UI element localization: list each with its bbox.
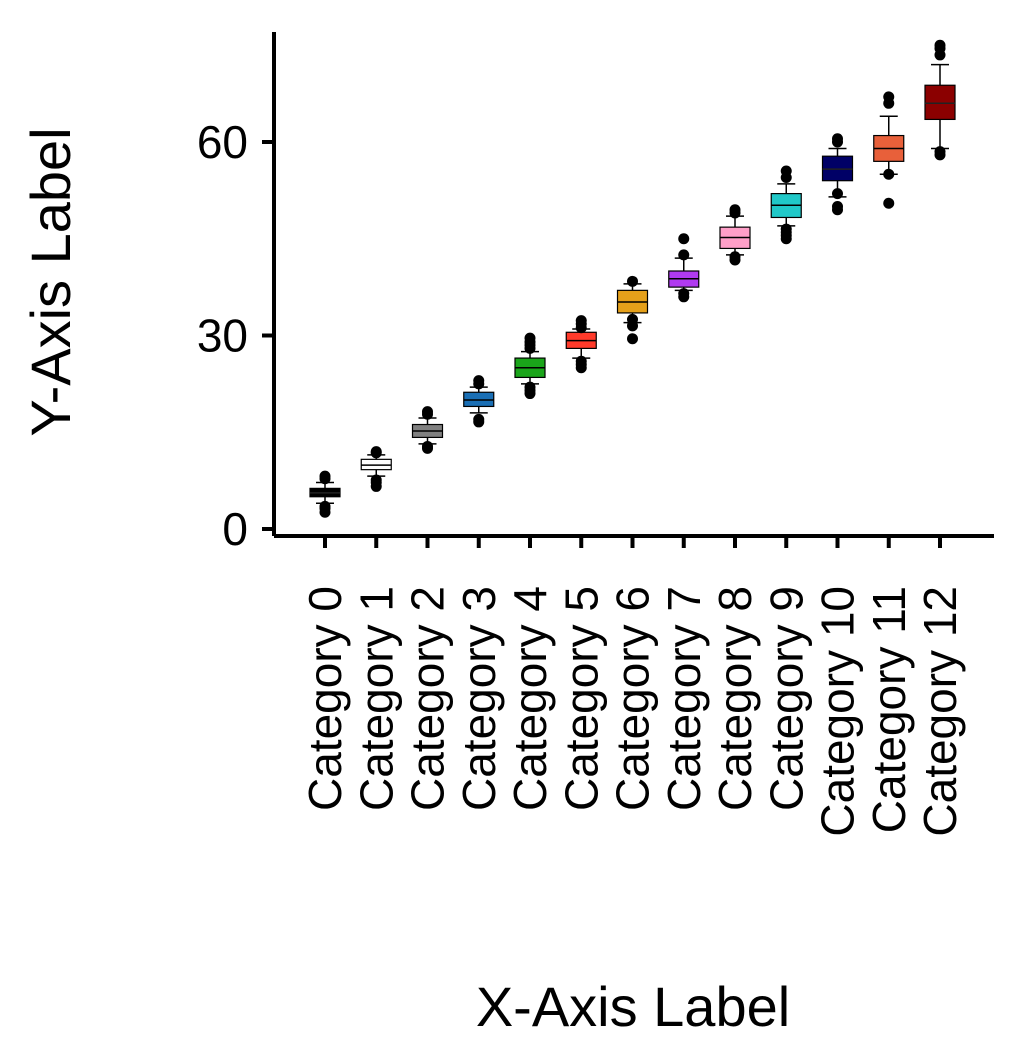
box-group xyxy=(873,91,905,209)
outlier-point xyxy=(883,197,895,209)
box-group xyxy=(514,332,546,400)
outlier-point xyxy=(678,249,690,261)
x-tick-label: Category 11 xyxy=(863,586,915,833)
boxes xyxy=(309,39,956,518)
x-tick-label: Category 6 xyxy=(607,586,659,811)
outlier-point xyxy=(575,315,587,327)
y-axis-title: Y-Axis Label xyxy=(19,127,82,436)
outlier-point xyxy=(575,355,587,367)
y-tick-label: 30 xyxy=(197,310,248,362)
outlier-point xyxy=(729,251,741,263)
y-tick-label: 60 xyxy=(197,116,248,168)
box-group xyxy=(360,446,392,492)
box-group xyxy=(463,375,495,428)
y-tick-label: 0 xyxy=(222,503,248,555)
outlier-point xyxy=(422,440,433,452)
outlier-point xyxy=(370,474,382,486)
x-tick-label: Category 1 xyxy=(350,586,402,811)
outlier-point xyxy=(524,381,536,393)
outlier-point xyxy=(729,204,741,216)
box-group xyxy=(924,39,956,161)
outlier-point xyxy=(627,333,638,345)
outlier-point xyxy=(627,313,638,325)
outlier-point xyxy=(780,223,792,235)
y-ticks: 0 30 60 xyxy=(197,116,274,555)
box-group xyxy=(309,470,341,518)
outlier-point xyxy=(319,470,331,482)
outlier-point xyxy=(422,406,433,418)
box-group xyxy=(821,133,854,216)
outlier-point xyxy=(319,500,331,512)
outlier-point xyxy=(627,275,638,287)
outlier-point xyxy=(473,375,485,387)
x-tick-label: Category 10 xyxy=(812,586,864,837)
outlier-point xyxy=(883,91,895,103)
x-tick-label: Category 5 xyxy=(555,586,607,811)
outlier-point xyxy=(934,146,946,158)
x-tick-label: Category 4 xyxy=(504,586,556,811)
box xyxy=(924,84,956,121)
box-group xyxy=(719,204,751,266)
x-tick-label: Category 9 xyxy=(760,586,812,811)
outlier-point xyxy=(832,133,843,145)
x-ticks: Category 0 Category 1 Category 2 Category 3… xyxy=(299,536,966,837)
box-group xyxy=(565,315,597,374)
x-tick-label: Category 3 xyxy=(453,586,505,811)
outlier-point xyxy=(832,201,843,212)
outlier-point xyxy=(473,413,485,425)
box-group xyxy=(616,275,649,345)
box-group xyxy=(411,406,444,454)
outlier-point xyxy=(934,39,946,51)
x-tick-label: Category 12 xyxy=(914,586,966,837)
box-group xyxy=(770,165,802,245)
outlier-point xyxy=(678,288,690,300)
x-axis-title: X-Axis Label xyxy=(476,975,790,1038)
box-group xyxy=(668,233,700,303)
outlier-point xyxy=(883,168,895,180)
outlier-point xyxy=(678,233,690,245)
outlier-point xyxy=(370,446,382,458)
outlier-point xyxy=(832,188,843,200)
outlier-point xyxy=(780,165,792,177)
x-tick-label: Category 2 xyxy=(402,586,454,811)
x-tick-label: Category 8 xyxy=(709,586,761,811)
x-tick-label: Category 7 xyxy=(658,586,710,811)
x-tick-label: Category 0 xyxy=(299,586,351,811)
outlier-point xyxy=(524,332,536,344)
